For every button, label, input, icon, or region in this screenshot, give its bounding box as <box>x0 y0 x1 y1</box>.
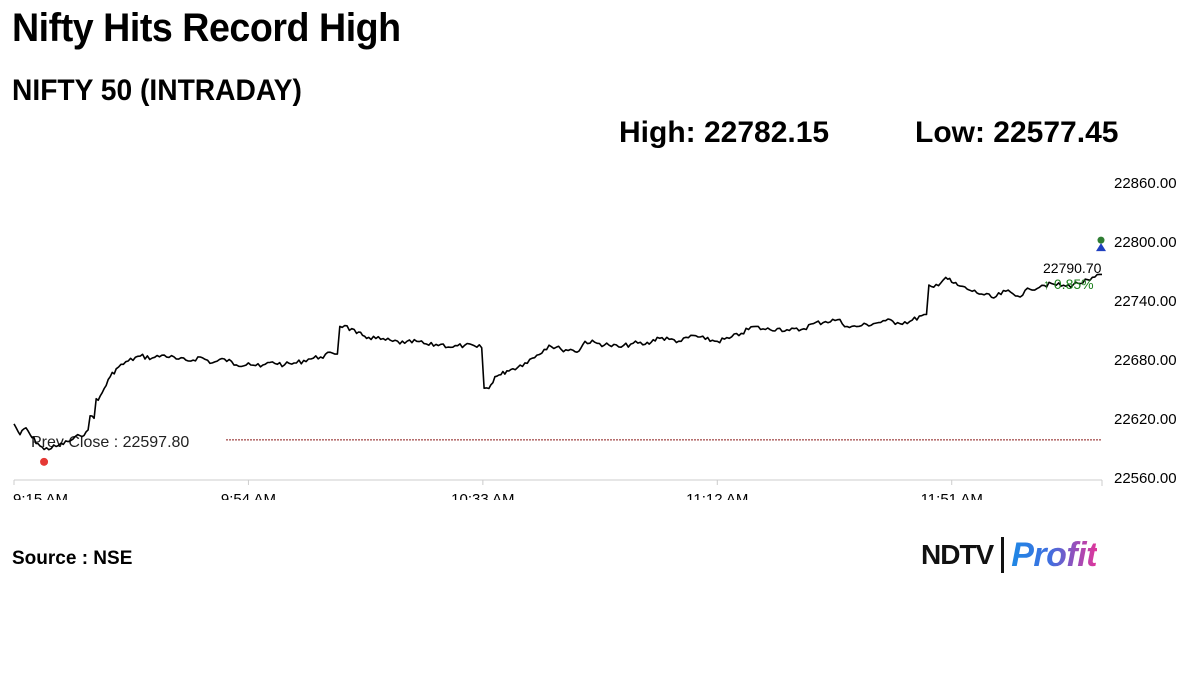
price-series-line <box>13 273 1102 451</box>
x-tick-label: 9:15 AM <box>13 491 68 500</box>
headline: Nifty Hits Record High <box>12 6 401 50</box>
logo-divider <box>1001 537 1005 573</box>
day-low-marker <box>40 457 49 466</box>
x-tick-label: 10:33 AM <box>451 491 514 500</box>
logo-ndtv-text: NDTV <box>921 539 994 570</box>
high-stat: High: 22782.15 <box>619 116 830 149</box>
last-price-marker <box>1096 243 1106 252</box>
x-tick-label: 11:12 AM <box>686 491 748 500</box>
y-tick-label: 22860.00 <box>1114 175 1177 192</box>
intraday-line-chart: 22860.00 22800.00 22740.00 22680.00 22620.00… <box>13 175 1177 500</box>
last-value-label: 22790.70 <box>1043 260 1102 276</box>
y-tick-label: 22620.00 <box>1114 411 1177 428</box>
logo-profit-text: Profit <box>1011 535 1098 574</box>
ndtv-profit-logo: NDTV Profit <box>921 535 1098 575</box>
x-tick-label: 9:54 AM <box>221 491 276 500</box>
chart-subtitle: NIFTY 50 (INTRADAY) <box>12 74 302 107</box>
y-tick-label: 22800.00 <box>1114 234 1177 251</box>
y-tick-label: 22740.00 <box>1114 293 1177 310</box>
low-stat: Low: 22577.45 <box>915 116 1119 149</box>
y-tick-label: 22680.00 <box>1114 352 1177 369</box>
y-tick-label: 22560.00 <box>1114 470 1177 487</box>
prev-close-label: Prev Close : 22597.80 <box>31 434 189 451</box>
change-percent-label: ↑ 0.85% <box>1043 276 1094 292</box>
day-high-marker <box>1097 236 1105 244</box>
x-tick-label: 11:51 AM <box>921 491 983 500</box>
source-label: Source : NSE <box>12 548 133 569</box>
